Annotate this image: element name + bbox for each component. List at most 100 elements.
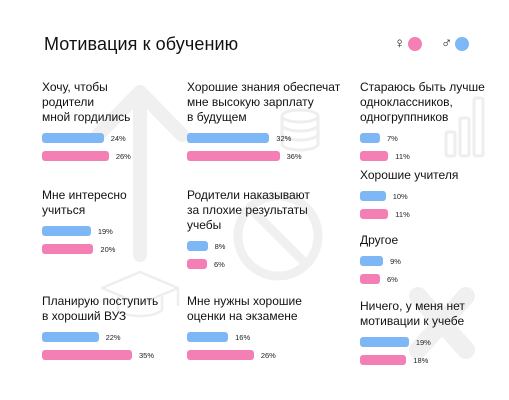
category-card: Ничего, у меня нет мотивации к учебе 19% 18… xyxy=(360,299,465,372)
category-card: Стараюсь быть лучше одноклассников, одногр… xyxy=(360,80,485,168)
female-bar xyxy=(360,209,389,219)
coins-icon xyxy=(280,108,320,152)
prohibited-icon xyxy=(233,191,323,281)
category-label: Мне интересно учиться xyxy=(42,188,127,217)
category-card: Мне интересно учиться 19% 20% xyxy=(42,188,127,261)
male-bar-row: 10% xyxy=(360,190,458,202)
male-bar xyxy=(42,332,99,342)
female-value-label: 35% xyxy=(139,350,155,360)
category-card: Родители наказывают за плохие результаты у… xyxy=(187,188,310,276)
female-bar-row: 6% xyxy=(360,273,401,285)
female-bar-row: 35% xyxy=(42,349,158,361)
male-bar-row: 16% xyxy=(187,331,302,343)
male-bar-row: 8% xyxy=(187,240,310,252)
category-label: Ничего, у меня нет мотивации к учебе xyxy=(360,299,465,328)
bar-group: 24% 26% xyxy=(42,132,131,162)
male-value-label: 19% xyxy=(97,226,113,236)
male-symbol-icon: ♂ xyxy=(441,35,453,52)
female-bar xyxy=(360,274,380,284)
female-bar-row: 6% xyxy=(187,258,310,270)
bar-group: 19% 18% xyxy=(360,336,465,366)
category-label: Хочу, чтобы родители мной гордились xyxy=(42,80,131,124)
male-value-label: 24% xyxy=(110,133,126,143)
female-value-label: 6% xyxy=(214,259,225,269)
category-card: Другое 9% 6% xyxy=(360,233,401,291)
male-color-swatch xyxy=(455,37,470,51)
female-value-label: 36% xyxy=(286,151,302,161)
male-bar xyxy=(42,226,91,236)
male-value-label: 7% xyxy=(387,133,398,143)
male-bar-row: 24% xyxy=(42,132,131,144)
category-label: Хорошие знания обеспечат мне высокую зарп… xyxy=(187,80,341,124)
bar-group: 10% 11% xyxy=(360,190,458,220)
page-title: Мотивация к обучению xyxy=(44,34,239,54)
male-value-label: 22% xyxy=(105,332,121,342)
arrow-up-icon xyxy=(91,85,189,262)
female-bar-row: 26% xyxy=(187,349,302,361)
female-bar xyxy=(42,350,132,360)
category-label: Родители наказывают за плохие результаты у… xyxy=(187,188,310,232)
female-bar-row: 11% xyxy=(360,150,485,162)
female-value-label: 11% xyxy=(395,209,410,219)
female-bar-row: 11% xyxy=(360,208,458,220)
male-bar-row: 22% xyxy=(42,331,158,343)
female-symbol-icon: ♀ xyxy=(394,35,406,52)
category-card: Планирую поступить в хороший ВУЗ 22% 35% xyxy=(42,294,158,367)
female-value-label: 18% xyxy=(413,355,429,365)
female-bar xyxy=(42,151,109,161)
female-bar-row: 20% xyxy=(42,243,127,255)
female-value-label: 11% xyxy=(395,151,410,161)
bar-group: 7% 11% xyxy=(360,132,485,162)
female-value-label: 6% xyxy=(387,274,398,284)
male-bar xyxy=(187,332,229,342)
male-bar xyxy=(360,133,380,143)
category-label: Мне нужны хорошие оценки на экзамене xyxy=(187,294,302,323)
male-value-label: 16% xyxy=(235,332,251,342)
male-bar-row: 32% xyxy=(187,132,340,144)
male-bar-row: 19% xyxy=(42,225,127,237)
category-card: Хорошие знания обеспечат мне высокую зарп… xyxy=(187,80,340,168)
female-bar xyxy=(187,350,254,360)
growth-bars-icon xyxy=(444,96,485,158)
female-value-label: 20% xyxy=(100,244,116,254)
female-bar xyxy=(187,259,207,269)
cross-icon xyxy=(409,287,475,359)
female-bar xyxy=(360,151,389,161)
male-bar-row: 7% xyxy=(360,132,485,144)
female-bar xyxy=(360,355,407,365)
female-color-swatch xyxy=(408,37,423,51)
bar-group: 19% 20% xyxy=(42,225,127,255)
female-bar xyxy=(42,244,94,254)
female-bar-row: 36% xyxy=(187,150,340,162)
legend-female: ♀ xyxy=(394,35,423,52)
bar-group: 22% 35% xyxy=(42,331,158,361)
category-card: Хочу, чтобы родители мной гордились 24% 26% xyxy=(42,80,131,168)
male-bar xyxy=(187,241,208,251)
male-bar xyxy=(187,133,270,143)
male-bar xyxy=(42,133,104,143)
category-label: Планирую поступить в хороший ВУЗ xyxy=(42,294,159,323)
female-value-label: 26% xyxy=(115,151,131,161)
bar-group: 8% 6% xyxy=(187,240,310,270)
male-bar xyxy=(360,256,384,266)
female-bar-row: 26% xyxy=(42,150,131,162)
female-value-label: 26% xyxy=(260,350,276,360)
legend-male: ♂ xyxy=(441,35,470,52)
bar-group: 16% 26% xyxy=(187,331,302,361)
male-value-label: 9% xyxy=(390,256,401,266)
bar-group: 32% 36% xyxy=(187,132,340,162)
female-bar-row: 18% xyxy=(360,354,465,366)
male-value-label: 32% xyxy=(276,133,292,143)
bar-group: 9% 6% xyxy=(360,255,401,285)
male-bar-row: 9% xyxy=(360,255,401,267)
male-value-label: 19% xyxy=(415,337,431,347)
category-label: Хорошие учителя xyxy=(360,168,459,182)
male-value-label: 8% xyxy=(214,241,226,251)
female-bar xyxy=(187,151,280,161)
male-bar xyxy=(360,337,409,347)
category-label: Стараюсь быть лучше одноклассников, одногр… xyxy=(360,80,485,124)
male-bar xyxy=(360,191,386,201)
category-card: Хорошие учителя 10% 11% xyxy=(360,168,458,226)
category-label: Другое xyxy=(360,233,399,247)
